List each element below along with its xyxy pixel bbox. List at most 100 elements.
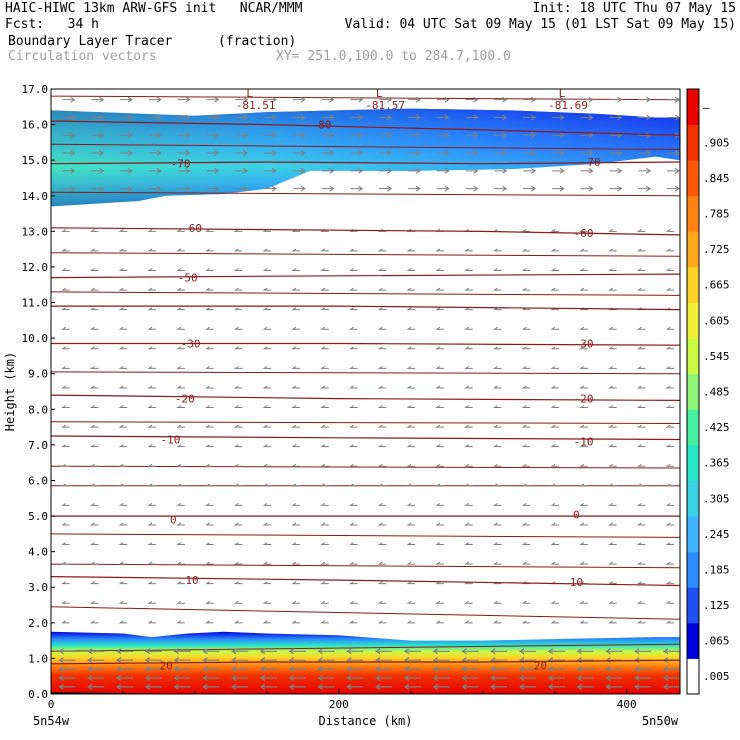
circulation-vector: [435, 385, 444, 389]
circulation-vector: [61, 522, 70, 526]
circulation-vector: [144, 666, 162, 673]
circulation-vector: [464, 268, 473, 271]
circulation-vector: [259, 666, 277, 673]
circulation-vector: [176, 620, 185, 624]
isotherm-label: 20: [160, 660, 173, 673]
circulation-vector: [406, 307, 416, 311]
x-axis-label: Distance (km): [319, 714, 413, 728]
circulation-vector: [147, 463, 157, 467]
y-tick-label: 7.0: [28, 439, 48, 452]
circulation-vector: [91, 114, 105, 121]
circulation-vector: [204, 405, 214, 409]
circulation-vector: [176, 228, 185, 232]
circulation-vector: [89, 326, 99, 330]
circulation-vector: [291, 287, 301, 291]
circulation-vector: [609, 96, 623, 103]
colorbar-swatch: [687, 124, 699, 161]
circulation-vector: [87, 648, 105, 655]
circulation-vector: [262, 424, 272, 428]
circulation-vector: [665, 228, 675, 232]
circulation-vector: [551, 167, 565, 174]
circulation-vector: [291, 405, 301, 409]
circulation-vector: [204, 385, 214, 389]
circulation-vector: [144, 657, 162, 664]
circulation-vector: [464, 405, 473, 409]
y-tick-label: 5.0: [28, 510, 48, 523]
field-name: Boundary Layer Tracer: [8, 34, 173, 49]
circulation-vector: [87, 657, 105, 664]
circulation-vector: [579, 600, 588, 604]
circulation-vector: [634, 674, 652, 681]
colorbar-label: .305: [703, 492, 730, 505]
circulation-vector: [435, 346, 444, 350]
y-tick-label: 17.0: [22, 83, 49, 96]
circulation-vector: [518, 666, 537, 673]
circulation-vector: [609, 167, 623, 174]
colorbar-label: –: [703, 101, 710, 114]
circulation-vector: [58, 648, 76, 655]
circulation-vector: [608, 542, 617, 546]
circulation-vector: [665, 268, 675, 271]
circulation-vector: [550, 502, 560, 506]
circulation-vector: [348, 268, 358, 271]
circulation-vector: [148, 167, 162, 174]
circulation-vector: [636, 228, 646, 232]
circulation-vector: [494, 185, 508, 192]
circulation-vector: [204, 561, 214, 565]
x-start-label: 5n54w: [33, 714, 70, 728]
circulation-vector: [580, 96, 594, 103]
circulation-vector: [609, 150, 623, 156]
circulation-vector: [377, 620, 387, 624]
circulation-vector: [608, 405, 617, 409]
circulation-vector: [464, 463, 473, 467]
circulation-vector: [377, 287, 387, 291]
circulation-vector: [407, 132, 421, 139]
circulation-vector: [262, 405, 272, 409]
circulation-vector: [550, 365, 560, 369]
circulation-vector: [177, 150, 191, 156]
circulation-vector: [377, 365, 387, 369]
circulation-vector: [350, 167, 364, 174]
circulation-vector: [662, 666, 680, 673]
circulation-vector: [550, 620, 560, 624]
circulation-vector: [61, 228, 70, 232]
circulation-vector: [435, 405, 444, 409]
circulation-vector: [521, 444, 531, 448]
circulation-vector: [89, 287, 99, 291]
circulation-vector: [521, 502, 531, 506]
colorbar-swatch: [687, 480, 699, 517]
low-value: -81.57: [365, 99, 405, 112]
circulation-vector: [638, 150, 652, 156]
isotherm-label: 20: [534, 660, 547, 673]
circulation-vector: [406, 365, 416, 369]
circulation-vector: [233, 600, 243, 604]
circulation-vector: [61, 561, 70, 565]
circulation-vector: [464, 502, 473, 506]
circulation-vector: [403, 683, 421, 690]
circulation-vector: [435, 307, 444, 311]
circulation-vector: [550, 248, 560, 252]
circulation-vector: [262, 522, 272, 526]
circulation-vector: [521, 561, 531, 565]
circulation-vector: [262, 268, 272, 271]
circulation-vector: [292, 185, 306, 192]
circulation-vector: [638, 96, 652, 103]
colorbar-label: .425: [703, 421, 730, 434]
circulation-vector: [636, 483, 646, 487]
circulation-vector: [173, 666, 191, 673]
circulation-vector: [292, 132, 306, 139]
circulation-vector: [406, 463, 416, 467]
circulation-vector: [665, 444, 675, 448]
circulation-vector: [435, 463, 444, 467]
circulation-vector: [665, 248, 675, 252]
circulation-vector: [492, 561, 502, 565]
circulation-vector: [636, 620, 646, 624]
circulation-vector: [176, 405, 185, 409]
circulation-vector: [492, 444, 502, 448]
circulation-vector: [521, 522, 531, 526]
circulation-vector: [464, 287, 473, 291]
y-tick-label: 6.0: [28, 474, 48, 487]
circulation-vector: [492, 287, 502, 291]
circulation-vector: [521, 463, 531, 467]
circulation-vector: [288, 666, 306, 673]
